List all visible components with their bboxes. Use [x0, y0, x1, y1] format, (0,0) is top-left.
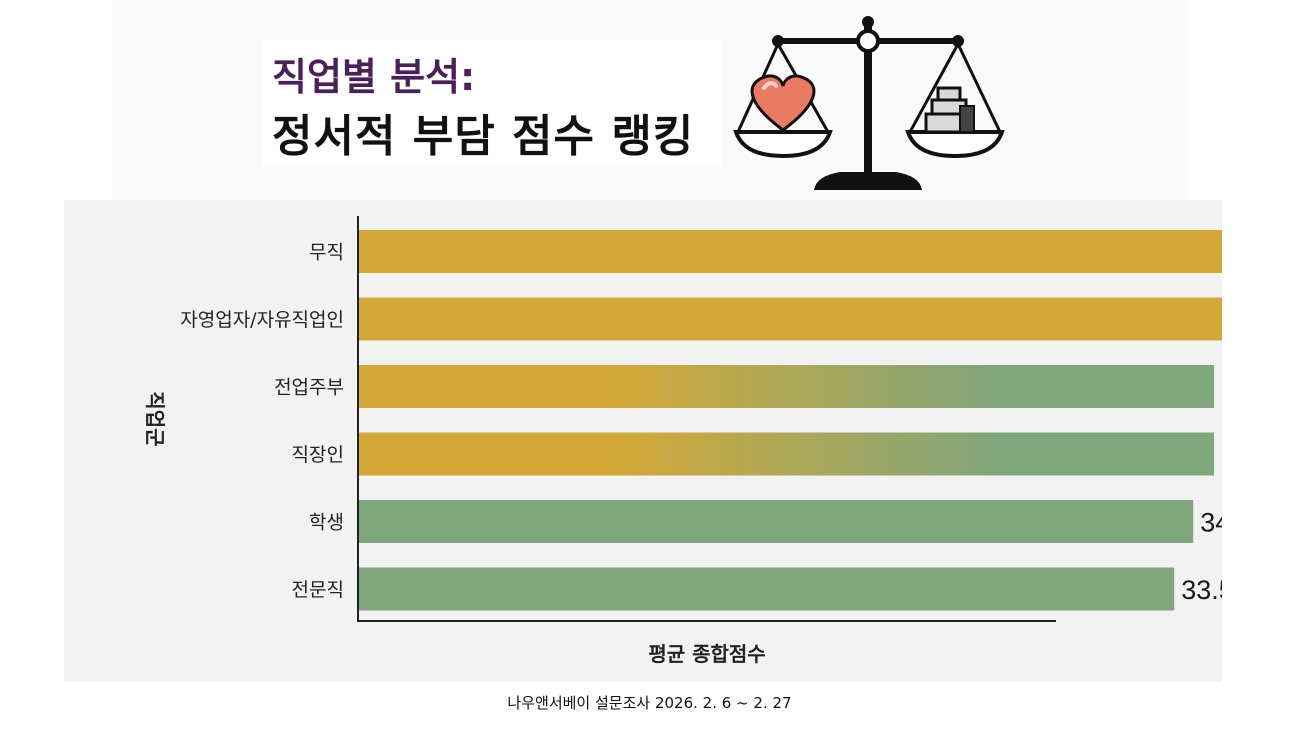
category-label: 학생 — [309, 512, 344, 534]
y-axis-title: 직업군 — [143, 391, 167, 446]
category-label: 자영업자/자유직업인 — [180, 309, 344, 331]
category-label: 전문직 — [292, 579, 344, 601]
x-axis-title: 평균 종합점수 — [648, 642, 765, 666]
bar-2 — [359, 365, 1215, 408]
category-label: 무직 — [309, 242, 344, 264]
title-box — [262, 40, 722, 164]
category-label: 직장인 — [292, 444, 344, 466]
chart-panel: 무직37.43자영업자/자유직업인36.27전업주부35.21직장인35.21학… — [64, 200, 1222, 682]
bar-1 — [359, 297, 1222, 341]
value-label: 34.35 — [1200, 508, 1222, 538]
value-label: 33.57 — [1181, 575, 1222, 605]
category-label: 전업주부 — [274, 377, 344, 399]
chart-title-line1: 직업별 분석: — [272, 55, 476, 99]
bar-0 — [359, 230, 1222, 273]
bar-chart: 무직37.43자영업자/자유직업인36.27전업주부35.21직장인35.21학… — [143, 216, 1222, 666]
bar-group: 무직37.43자영업자/자유직업인36.27전업주부35.21직장인35.21학… — [180, 230, 1222, 611]
value-label: 35.21 — [1221, 440, 1222, 470]
bar-5 — [359, 567, 1175, 611]
source-note: 나우앤서베이 설문조사 2026. 2. 6 ~ 2. 27 — [507, 694, 792, 712]
value-label: 35.21 — [1221, 373, 1222, 403]
balance-scale-heart-weights-icon — [733, 16, 1005, 190]
chart-title-line2: 정서적 부담 점수 랭킹 — [272, 111, 695, 162]
bar-4 — [359, 500, 1194, 543]
bar-3 — [359, 432, 1215, 476]
